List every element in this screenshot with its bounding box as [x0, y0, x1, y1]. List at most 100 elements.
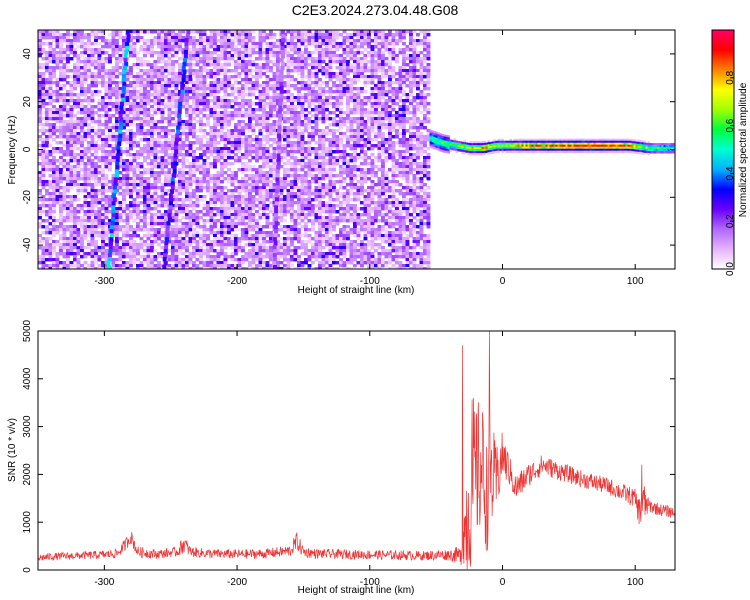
- heatmap-cell: [185, 144, 189, 148]
- heatmap-cell: [216, 81, 221, 85]
- heatmap-cell: [391, 165, 396, 169]
- heatmap-cell: [367, 99, 371, 103]
- heatmap-cell: [122, 48, 126, 52]
- heatmap-cell: [167, 96, 172, 100]
- heatmap-cell: [55, 126, 60, 130]
- heatmap-cell: [174, 36, 179, 40]
- heatmap-cell: [304, 150, 308, 154]
- heatmap-cell: [125, 138, 130, 142]
- heatmap-cell: [405, 171, 410, 175]
- heatmap-cell: [409, 171, 413, 175]
- heatmap-cell: [160, 30, 165, 34]
- heatmap-cell: [265, 159, 270, 163]
- heatmap-cell: [342, 150, 347, 154]
- heatmap-cell: [150, 45, 154, 49]
- heatmap-cell: [192, 135, 196, 139]
- heatmap-cell: [255, 123, 259, 127]
- heatmap-cell: [300, 153, 305, 157]
- heatmap-cell: [234, 138, 238, 142]
- heatmap-cell: [136, 81, 140, 85]
- heatmap-cell: [276, 93, 280, 97]
- heatmap-cell: [251, 177, 256, 181]
- heatmap-cell: [423, 126, 427, 130]
- heatmap-cell: [115, 105, 119, 109]
- heatmap-cell: [125, 108, 130, 112]
- heatmap-cell: [220, 192, 224, 196]
- heatmap-cell: [167, 132, 172, 136]
- heatmap-cell: [38, 30, 42, 34]
- heatmap-cell: [164, 165, 168, 169]
- heatmap-cell: [286, 84, 291, 88]
- heatmap-cell: [83, 129, 88, 133]
- heatmap-cell: [83, 75, 88, 79]
- heatmap-cell: [94, 189, 98, 193]
- heatmap-cell: [405, 162, 410, 166]
- heatmap-cell: [185, 93, 189, 97]
- heatmap-cell: [45, 189, 49, 193]
- heatmap-cell: [101, 60, 105, 64]
- heatmap-cell: [48, 96, 53, 100]
- heatmap-cell: [272, 63, 277, 67]
- heatmap-cell: [87, 96, 91, 100]
- heatmap-cell: [73, 198, 77, 202]
- heatmap-cell: [283, 48, 287, 52]
- heatmap-cell: [111, 108, 116, 112]
- heatmap-cell: [363, 120, 368, 124]
- heatmap-cell: [139, 192, 144, 196]
- heatmap-cell: [241, 63, 245, 67]
- heatmap-cell: [234, 60, 238, 64]
- heatmap-cell: [59, 42, 63, 46]
- heatmap-cell: [195, 84, 200, 88]
- heatmap-cell: [395, 60, 399, 64]
- heatmap-cell: [244, 69, 249, 73]
- heatmap-cell: [195, 99, 200, 103]
- heatmap-cell: [87, 66, 91, 70]
- heatmap-cell: [185, 78, 189, 82]
- heatmap-cell: [48, 60, 53, 64]
- heatmap-cell: [206, 165, 210, 169]
- heatmap-cell: [62, 198, 67, 202]
- heatmap-cell: [108, 132, 112, 136]
- heatmap-cell: [199, 93, 203, 97]
- heatmap-cell: [199, 45, 203, 49]
- heatmap-cell: [87, 90, 91, 94]
- heatmap-cell: [328, 141, 333, 145]
- heatmap-cell: [209, 186, 214, 190]
- heatmap-cell: [367, 30, 371, 34]
- heatmap-cell: [41, 132, 46, 136]
- heatmap-cell: [384, 177, 389, 181]
- heatmap-cell: [104, 174, 109, 178]
- heatmap-cell: [153, 96, 158, 100]
- heatmap-cell: [423, 30, 427, 34]
- heatmap-cell: [321, 162, 326, 166]
- heatmap-cell: [181, 126, 186, 130]
- heatmap-cell: [248, 123, 252, 127]
- heatmap-cell: [377, 129, 382, 133]
- heatmap-cell: [251, 111, 256, 115]
- heatmap-cell: [104, 180, 109, 184]
- heatmap-cell: [349, 78, 354, 82]
- heatmap-cell: [125, 180, 130, 184]
- heatmap-cell: [339, 54, 343, 58]
- heatmap-cell: [111, 159, 116, 163]
- heatmap-cell: [188, 183, 193, 187]
- heatmap-cell: [332, 81, 336, 85]
- heatmap-cell: [279, 198, 284, 202]
- heatmap-cell: [143, 120, 147, 124]
- heatmap-cell: [241, 144, 245, 148]
- heatmap-cell: [66, 186, 70, 190]
- heatmap-cell: [377, 63, 382, 67]
- heatmap-cell: [269, 114, 273, 118]
- heatmap-cell: [83, 90, 88, 94]
- heatmap-cell: [94, 144, 98, 148]
- heatmap-cell: [83, 33, 88, 37]
- heatmap-cell: [55, 87, 60, 91]
- heatmap-cell: [307, 126, 312, 130]
- heatmap-cell: [398, 165, 403, 169]
- heatmap-cell: [262, 186, 266, 190]
- heatmap-cell: [307, 198, 312, 202]
- heatmap-cell: [384, 60, 389, 64]
- heatmap-cell: [97, 75, 102, 79]
- heatmap-cell: [118, 45, 123, 49]
- heatmap-cell: [125, 186, 130, 190]
